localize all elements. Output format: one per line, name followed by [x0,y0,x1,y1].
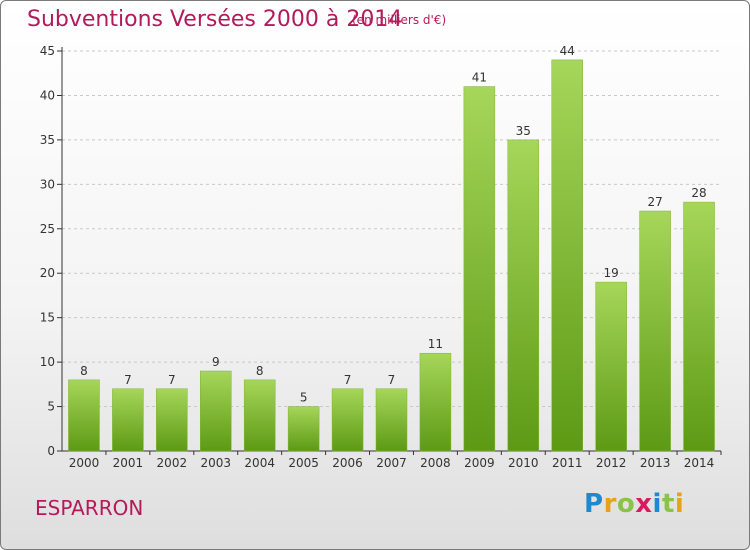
data-label: 19 [604,266,619,280]
data-label: 8 [256,364,264,378]
logo-letter: r [603,489,617,519]
logo-letter: t [661,489,675,519]
y-tick-label: 10 [40,355,55,369]
chart-title: Subventions Versées 2000 à 2014 [27,7,403,32]
data-label: 44 [560,44,575,58]
x-tick-label: 2011 [552,456,583,470]
x-tick-label: 2013 [640,456,671,470]
x-tick-label: 2005 [288,456,319,470]
bar-2013 [639,210,671,452]
data-label: 5 [300,391,308,405]
bar-2000 [68,379,100,452]
bar-2009 [463,86,496,452]
data-label: 27 [647,195,662,209]
y-tick-label: 0 [47,444,55,458]
bar-2004 [243,379,276,452]
proxiti-logo[interactable]: Proxiti [584,489,684,519]
bar-2001 [112,388,144,452]
bar-2014 [683,201,715,452]
bar-2008 [419,352,452,452]
data-label: 8 [80,364,88,378]
data-label: 11 [428,337,443,351]
y-tick-label: 35 [40,133,55,147]
y-tick-label: 40 [40,88,55,102]
data-label: 28 [691,186,706,200]
bar-2006 [331,388,364,452]
y-tick-label: 25 [40,222,55,236]
x-tick-label: 2002 [157,456,188,470]
bars [68,59,715,452]
x-tick-label: 2008 [420,456,451,470]
logo-letter: o [616,489,636,519]
x-tick-label: 2000 [69,456,100,470]
data-label: 35 [516,124,531,138]
x-tick-label: 2001 [113,456,144,470]
logo-letter: x [635,489,653,519]
bar-2005 [287,406,320,452]
unit-note: (en milliers d'€) [352,13,447,27]
x-tick-label: 2003 [200,456,231,470]
bar-2002 [156,388,188,452]
labels: 0 5 10 15 20 25 30 35 40 45 8 2000 7 2001 7 2002 9 2003 8 2… [40,44,715,470]
x-tick-label: 2012 [596,456,627,470]
logo-letter: i [674,489,685,519]
logo-letter: i [652,489,662,519]
data-label: 7 [168,373,176,387]
bar-2007 [375,388,408,452]
bar-2003 [200,370,232,452]
x-tick-label: 2007 [376,456,407,470]
bar-2011 [551,59,583,452]
data-label: 7 [124,373,132,387]
logo-letter: P [584,489,604,519]
x-tick-label: 2006 [332,456,363,470]
data-label: 7 [344,373,352,387]
bar-2012 [595,281,627,452]
data-label: 41 [472,71,487,85]
y-tick-label: 20 [40,266,55,280]
y-tick-label: 45 [40,44,55,58]
data-label: 9 [212,355,220,369]
data-label: 7 [388,373,396,387]
y-tick-label: 15 [40,311,55,325]
x-tick-label: 2009 [464,456,495,470]
commune-name: ESPARRON [35,496,144,520]
x-tick-label: 2010 [508,456,539,470]
x-tick-label: 2014 [684,456,715,470]
y-tick-label: 30 [40,177,55,191]
bar-2010 [507,139,540,452]
x-tick-label: 2004 [244,456,275,470]
y-tick-label: 5 [47,400,55,414]
